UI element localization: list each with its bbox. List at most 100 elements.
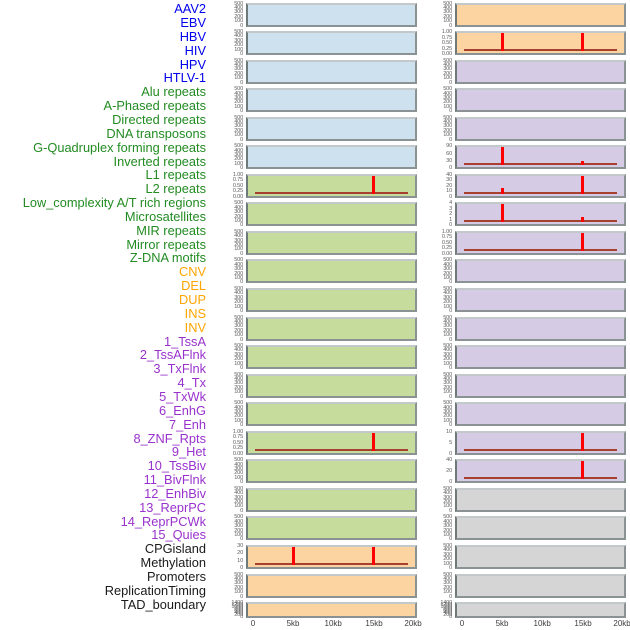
spike-bar — [580, 33, 584, 52]
row-label: 15_Quies — [151, 527, 206, 543]
y-tick-label: 200 — [234, 70, 243, 77]
row-label: HPV — [179, 56, 206, 72]
y-tick-label: 100 — [234, 417, 243, 424]
y-tick-label: 300 — [234, 123, 243, 130]
y-tick-label: 500 — [234, 314, 243, 321]
row-label: 10_TssBiv — [147, 458, 206, 474]
y-tick-label: 0 — [240, 222, 243, 229]
baseline-line — [254, 562, 409, 565]
mini-plot — [246, 402, 417, 427]
mini-plot — [246, 202, 417, 227]
y-tick-label: 400 — [443, 609, 452, 616]
y-tick-label: 400 — [443, 290, 452, 297]
row-label: EBV — [180, 15, 206, 31]
x-axis-tick-label: 20kb — [613, 619, 630, 628]
row-label: Inverted repeats — [113, 153, 206, 169]
y-tick-label: 0 — [449, 136, 452, 143]
mini-plot — [246, 544, 417, 569]
spike-bar — [580, 461, 584, 480]
mini-plot — [455, 373, 626, 398]
row-label: Low_complexity A/T rich regions — [22, 195, 206, 211]
y-tick-label: 10 — [446, 428, 452, 435]
y-tick-label: 500 — [234, 286, 243, 292]
y-tick-label: 30 — [446, 157, 452, 164]
row-label: MIR repeats — [136, 222, 206, 238]
row-label: DEL — [181, 278, 206, 294]
mini-plot — [455, 345, 626, 370]
y-tick-label: 0.00 — [232, 193, 243, 200]
y-axis-tick-block: 1.00 0.75 0.50 0.25 0.00 — [205, 172, 243, 200]
y-tick-label: 400 — [443, 547, 452, 554]
x-axis-tick-label: 10kb — [324, 619, 342, 628]
baseline-line — [463, 191, 618, 194]
y-tick-label: 40 — [446, 457, 452, 464]
y-tick-label: 1400 — [440, 600, 452, 607]
y-tick-label: 0 — [240, 613, 243, 620]
y-tick-label: 300 — [443, 66, 452, 73]
y-tick-label: 0 — [449, 193, 452, 200]
y-tick-label: 300 — [234, 380, 243, 387]
y-axis-tick-block: 500 400 300 200 100 0 — [205, 457, 243, 485]
row-label: L2 repeats — [145, 181, 206, 197]
y-tick-label: 300 — [443, 351, 452, 358]
y-axis-tick-block: 500 400 300 200 100 0 — [414, 257, 452, 285]
x-axis-tick-label: 10kb — [533, 619, 551, 628]
y-tick-label: 200 — [234, 42, 243, 49]
y-tick-label: 500 — [234, 57, 243, 64]
mini-plot — [455, 31, 626, 56]
row-label: 8_ZNF_Rpts — [133, 430, 206, 446]
y-tick-label: 0.00 — [441, 51, 452, 58]
y-axis-tick-block: 500 400 300 200 100 0 — [414, 543, 452, 571]
y-tick-label: 300 — [443, 523, 452, 530]
y-tick-label: 500 — [443, 257, 452, 264]
y-tick-label: 300 — [234, 580, 243, 587]
y-tick-label: 100 — [234, 531, 243, 538]
y-axis-tick-block: 500 400 300 200 100 0 — [414, 372, 452, 400]
y-tick-label: 400 — [234, 318, 243, 325]
y-axis-tick-block: 500 400 300 200 100 0 — [414, 486, 452, 514]
mini-plot — [455, 516, 626, 541]
y-tick-label: 400 — [443, 376, 452, 383]
y-tick-label: 0 — [449, 564, 452, 571]
y-axis-tick-block: 500 400 300 200 100 0 — [205, 86, 243, 114]
mini-plot — [455, 402, 626, 427]
y-tick-label: 0 — [240, 536, 243, 543]
y-tick-label: 400 — [234, 518, 243, 525]
y-tick-label: 4 — [449, 200, 452, 207]
y-tick-label: 100 — [234, 46, 243, 53]
mini-plot — [455, 145, 626, 170]
row-label: Mirror repeats — [126, 236, 206, 252]
y-tick-label: 400 — [443, 518, 452, 525]
mini-plot — [455, 259, 626, 284]
y-tick-label: 300 — [234, 66, 243, 73]
y-tick-label: 0.75 — [441, 234, 452, 241]
y-tick-label: 200 — [234, 242, 243, 249]
y-tick-label: 0.50 — [232, 439, 243, 446]
y-axis-tick-block: 500 400 300 200 100 0 — [205, 514, 243, 543]
y-tick-label: 200 — [443, 70, 452, 77]
row-label: Alu repeats — [141, 84, 206, 100]
y-tick-label: 500 — [234, 514, 243, 521]
mini-plot — [455, 430, 626, 455]
y-tick-label: 500 — [443, 314, 452, 321]
x-axis-tick-label: 0 — [250, 619, 256, 628]
y-tick-label: 200 — [443, 527, 452, 534]
y-axis-tick-block: 500 400 300 200 100 0 — [205, 143, 243, 171]
y-tick-label: 400 — [443, 490, 452, 497]
x-axis-tick-label: 0 — [459, 619, 465, 628]
y-tick-label: 0 — [240, 51, 243, 58]
y-tick-label: 0 — [240, 136, 243, 143]
y-tick-label: 1.00 — [441, 29, 452, 36]
y-tick-label: 200 — [234, 413, 243, 420]
row-label: L1 repeats — [145, 167, 206, 183]
y-tick-label: 30 — [237, 542, 243, 549]
y-tick-label: 0.25 — [232, 445, 243, 452]
spike-bar — [580, 232, 584, 251]
row-label: Directed repeats — [112, 111, 206, 127]
y-tick-label: 400 — [234, 609, 243, 616]
x-axis-tick-label: 5kb — [495, 619, 509, 628]
y-tick-label: 200 — [234, 156, 243, 163]
y-tick-label: 500 — [234, 371, 243, 378]
y-tick-label: 1000 — [231, 603, 243, 610]
